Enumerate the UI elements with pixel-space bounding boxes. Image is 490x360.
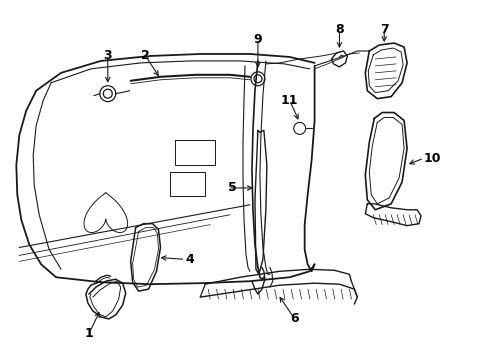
Text: 6: 6	[291, 312, 299, 325]
Text: 3: 3	[103, 49, 112, 63]
Text: 5: 5	[228, 181, 237, 194]
Text: 10: 10	[424, 152, 441, 165]
Text: 7: 7	[380, 23, 389, 36]
Text: 9: 9	[254, 33, 262, 46]
Text: 8: 8	[335, 23, 344, 36]
Text: 4: 4	[185, 253, 194, 266]
Text: 2: 2	[141, 49, 150, 63]
Text: 11: 11	[281, 94, 298, 107]
Text: 1: 1	[84, 327, 93, 340]
